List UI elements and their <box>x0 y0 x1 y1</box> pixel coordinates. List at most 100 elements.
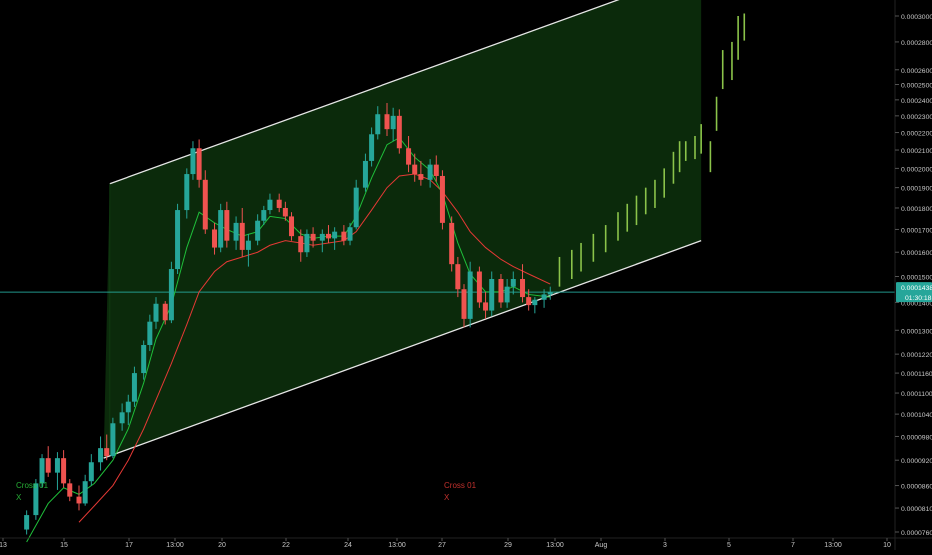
candle[interactable] <box>276 193 282 213</box>
candle[interactable] <box>168 261 174 324</box>
candle[interactable] <box>461 284 467 328</box>
candle-body <box>483 302 489 311</box>
candle[interactable] <box>510 271 516 295</box>
candle[interactable] <box>467 261 473 328</box>
time-tick-label: 5 <box>727 542 731 549</box>
candle[interactable] <box>433 155 439 182</box>
candle-body <box>147 321 153 346</box>
candle[interactable] <box>233 216 239 250</box>
candle[interactable] <box>212 222 218 255</box>
candle[interactable] <box>375 106 381 140</box>
candle[interactable] <box>61 450 67 488</box>
candle[interactable] <box>449 216 455 272</box>
candle-body <box>310 233 316 241</box>
candle[interactable] <box>110 417 116 459</box>
candle[interactable] <box>347 222 353 246</box>
candle[interactable] <box>245 233 251 267</box>
candle[interactable] <box>218 203 224 253</box>
candle[interactable] <box>547 286 553 300</box>
candle[interactable] <box>304 229 310 257</box>
candle[interactable] <box>384 103 390 136</box>
candle[interactable] <box>255 214 261 246</box>
candle[interactable] <box>98 436 104 471</box>
candle[interactable] <box>184 168 190 219</box>
candle[interactable] <box>498 273 504 308</box>
marker-layer: Cross 01 X Cross 01 X <box>16 481 477 502</box>
candle[interactable] <box>532 297 538 314</box>
candle[interactable] <box>489 271 495 317</box>
candle[interactable] <box>54 452 60 490</box>
candle[interactable] <box>131 366 137 407</box>
candle[interactable] <box>119 403 125 431</box>
candle[interactable] <box>541 289 547 308</box>
candle-body <box>498 279 504 303</box>
candle[interactable] <box>104 434 110 461</box>
candle[interactable] <box>33 479 39 520</box>
projection-layer <box>558 13 746 287</box>
time-tick-label: 3 <box>663 542 667 549</box>
candle[interactable] <box>406 135 412 173</box>
candle[interactable] <box>224 201 230 248</box>
candle-body <box>427 164 433 180</box>
candle[interactable] <box>455 256 461 298</box>
candle[interactable] <box>319 229 325 253</box>
candle[interactable] <box>520 264 526 303</box>
candle[interactable] <box>147 314 153 352</box>
price-badge-countdown: 01:30:18 <box>905 295 932 302</box>
candle[interactable] <box>282 201 288 221</box>
candle[interactable] <box>325 225 331 243</box>
candle[interactable] <box>298 229 304 262</box>
candle[interactable] <box>196 139 202 188</box>
candle[interactable] <box>289 212 295 241</box>
time-axis[interactable]: 13 15 17 13:00 20 22 24 13:00 27 29 13:00 Aug 3 5 7 13:… <box>0 537 932 549</box>
candle-body <box>341 231 347 241</box>
candle[interactable] <box>153 297 159 329</box>
candle-body <box>110 423 116 457</box>
candle[interactable] <box>162 301 168 325</box>
candle[interactable] <box>141 340 147 380</box>
candle[interactable] <box>526 289 532 311</box>
candle[interactable] <box>439 170 445 230</box>
channel-upper-line[interactable] <box>109 0 624 185</box>
candle-body <box>449 222 455 265</box>
candle[interactable] <box>396 109 402 154</box>
candle[interactable] <box>175 203 181 274</box>
candle[interactable] <box>202 170 208 234</box>
candle[interactable] <box>504 279 510 308</box>
candle[interactable] <box>267 193 273 215</box>
candle[interactable] <box>369 127 375 167</box>
candle[interactable] <box>412 153 418 182</box>
candle[interactable] <box>353 179 359 230</box>
candle[interactable] <box>341 225 347 246</box>
candle[interactable] <box>67 479 73 502</box>
candle[interactable] <box>24 510 30 535</box>
candle[interactable] <box>310 227 316 248</box>
candle[interactable] <box>362 153 368 192</box>
channel-lower-line[interactable] <box>103 240 702 459</box>
candle-body <box>82 481 88 504</box>
candle[interactable] <box>88 454 94 486</box>
candle[interactable] <box>190 141 196 180</box>
candle[interactable] <box>476 266 482 308</box>
candle[interactable] <box>261 205 267 226</box>
candle[interactable] <box>45 446 51 477</box>
time-tick-label: 20 <box>218 542 226 549</box>
candle[interactable] <box>76 485 82 511</box>
candle[interactable] <box>39 454 45 488</box>
candle[interactable] <box>427 159 433 188</box>
candle-body <box>24 515 30 530</box>
time-tick-label: 17 <box>125 542 133 549</box>
candle[interactable] <box>418 160 424 186</box>
candle[interactable] <box>483 291 489 319</box>
candle[interactable] <box>390 107 396 142</box>
candle[interactable] <box>125 394 131 426</box>
candle[interactable] <box>82 474 88 506</box>
candle[interactable] <box>332 227 338 250</box>
candle[interactable] <box>239 207 245 257</box>
